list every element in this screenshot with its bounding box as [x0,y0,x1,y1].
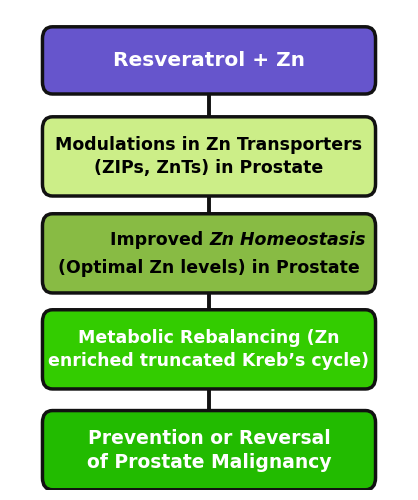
Text: Metabolic Rebalancing (Zn
enriched truncated Kreb’s cycle): Metabolic Rebalancing (Zn enriched trunc… [48,329,370,370]
FancyBboxPatch shape [43,117,375,196]
Text: (Optimal Zn levels) in Prostate: (Optimal Zn levels) in Prostate [58,259,360,277]
Text: Zn Homeostasis: Zn Homeostasis [209,232,365,250]
Text: Modulations in Zn Transporters
(ZIPs, ZnTs) in Prostate: Modulations in Zn Transporters (ZIPs, Zn… [56,136,362,177]
FancyBboxPatch shape [43,27,375,94]
FancyBboxPatch shape [43,214,375,293]
Text: Prevention or Reversal
of Prostate Malignancy: Prevention or Reversal of Prostate Malig… [87,428,331,472]
Text: Improved: Improved [110,232,209,250]
Text: Resveratrol + Zn: Resveratrol + Zn [113,51,305,70]
FancyBboxPatch shape [43,410,375,490]
FancyBboxPatch shape [43,310,375,389]
